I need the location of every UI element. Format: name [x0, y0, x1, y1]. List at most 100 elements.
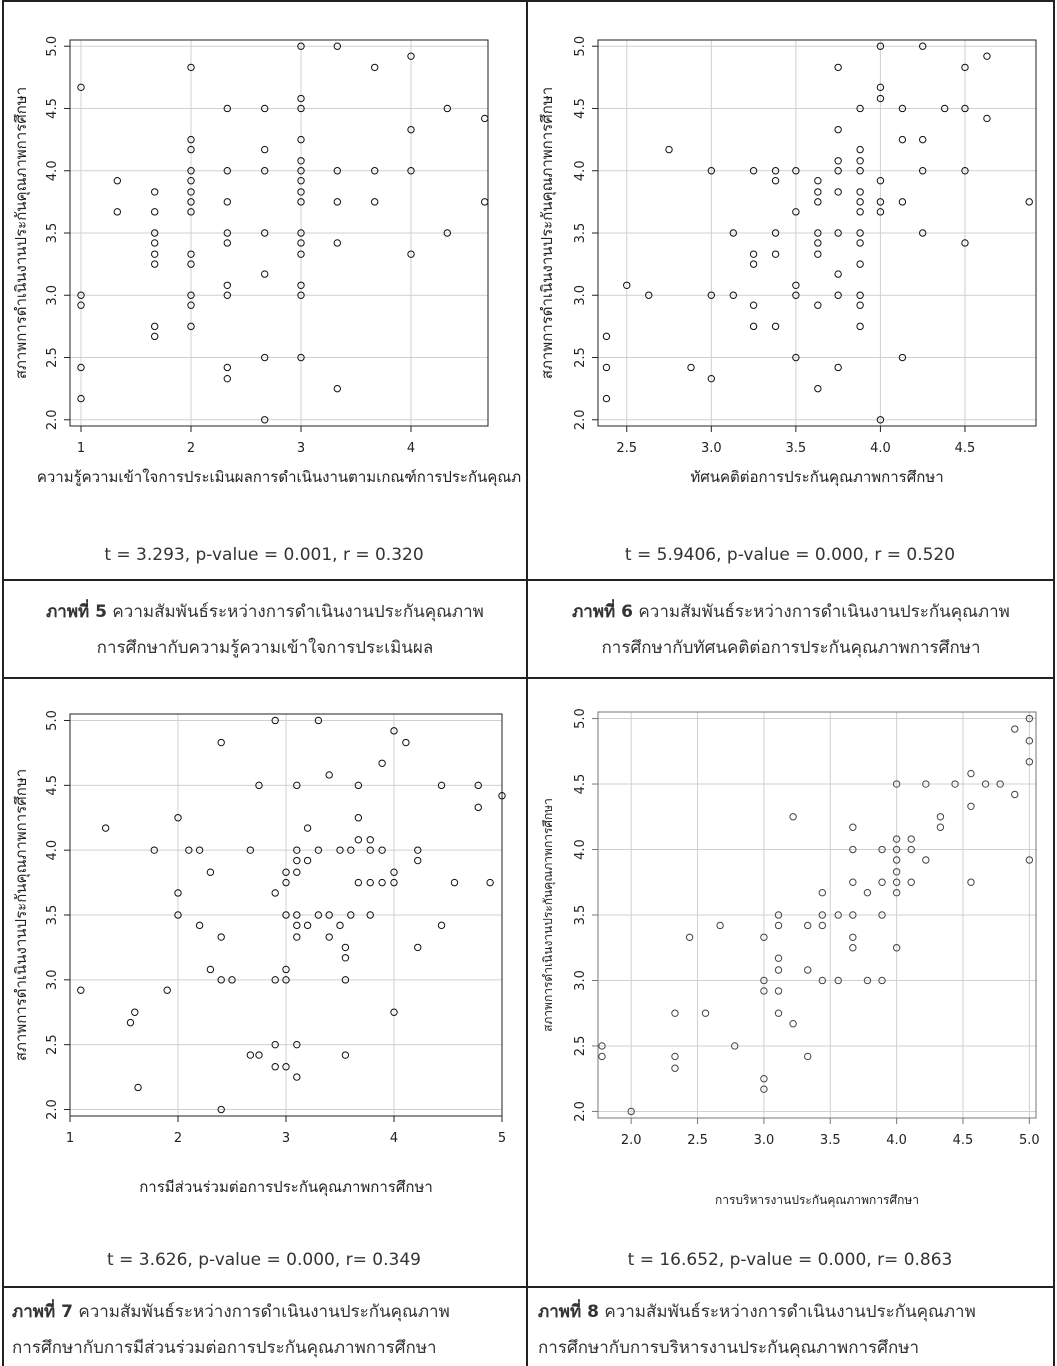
- data-point: [187, 198, 195, 206]
- x-tick-label: 3: [297, 441, 305, 456]
- y-tick-label: 2.0: [45, 409, 60, 430]
- data-point: [223, 104, 232, 113]
- data-point: [336, 846, 344, 854]
- data-point: [246, 1051, 255, 1059]
- caption-7: ภาพที่ 7 ความสัมพันธ์ระหว่างการดำเนินงาน…: [12, 1294, 522, 1366]
- x-tick-label: 2.5: [616, 441, 637, 456]
- data-point: [876, 416, 885, 424]
- data-point: [918, 42, 927, 50]
- data-point: [898, 353, 907, 362]
- data-point: [849, 911, 857, 919]
- data-point: [481, 114, 489, 123]
- data-point: [760, 1075, 768, 1083]
- data-point: [936, 823, 945, 831]
- data-point: [774, 954, 783, 962]
- data-point: [223, 229, 232, 237]
- data-point: [856, 229, 864, 237]
- y-tick-label: 2.0: [573, 1101, 588, 1122]
- data-point: [760, 987, 768, 995]
- data-point: [341, 976, 350, 984]
- y-axis-label: สภาพการดำเนินงานประกันคุณภาพการศึกษา: [12, 87, 31, 379]
- data-point: [804, 966, 812, 974]
- x-tick-label: 1: [66, 1131, 74, 1146]
- data-point: [378, 759, 386, 767]
- data-point: [187, 260, 195, 268]
- data-point: [443, 229, 451, 237]
- data-point: [101, 824, 110, 832]
- data-point: [255, 1051, 263, 1059]
- data-point: [996, 780, 1004, 788]
- x-tick-label: 2.5: [687, 1133, 708, 1148]
- data-point: [151, 322, 159, 331]
- data-point: [378, 878, 386, 887]
- data-point: [792, 167, 800, 175]
- data-point: [804, 1052, 812, 1061]
- data-point: [940, 104, 949, 113]
- x-tick-label: 4.0: [870, 441, 891, 456]
- data-point: [297, 291, 305, 299]
- data-point: [645, 291, 653, 299]
- data-point: [195, 921, 204, 930]
- data-point: [774, 921, 783, 930]
- data-point: [297, 167, 305, 175]
- data-point: [918, 229, 927, 237]
- data-point: [936, 813, 945, 821]
- data-point: [818, 921, 827, 930]
- data-point: [907, 845, 915, 854]
- data-point: [77, 301, 85, 309]
- data-point: [602, 394, 611, 403]
- data-point: [898, 135, 907, 144]
- y-axis-label: สภาพการดำเนินงานประกันคุณภาพการศึกษา: [538, 87, 557, 379]
- y-tick-label: 3.0: [573, 285, 588, 306]
- data-point: [856, 145, 864, 154]
- data-point: [437, 921, 446, 930]
- data-point: [261, 229, 269, 237]
- caption-label: ภาพที่ 6: [572, 602, 634, 622]
- scatter-plot-6: 2.5 3.0 3.5 4.0 4.5 2.0 2.5 3.0 3.5 4.0 4.5 5.0 ทัศน…: [538, 36, 1037, 487]
- y-tick-label: 2.5: [573, 347, 588, 368]
- y-tick-label: 3.5: [573, 905, 588, 926]
- x-tick-label: 2: [187, 441, 195, 456]
- data-point: [1011, 790, 1019, 799]
- data-point: [390, 727, 398, 735]
- data-point: [789, 813, 797, 821]
- data-point: [892, 845, 901, 854]
- data-point: [961, 167, 969, 175]
- y-tick-label: 4.0: [45, 160, 60, 181]
- data-point: [918, 135, 927, 144]
- data-point: [687, 363, 695, 372]
- data-point: [760, 1085, 768, 1093]
- data-point: [371, 167, 379, 175]
- x-tick-label: 1: [77, 441, 85, 456]
- data-point: [849, 933, 857, 941]
- data-point: [707, 374, 716, 383]
- data-point: [474, 781, 482, 790]
- data-point: [325, 771, 333, 779]
- data-point: [918, 167, 927, 175]
- stat-text-8: t = 16.652, p-value = 0.000, r= 0.863: [627, 1250, 953, 1270]
- data-point: [671, 1009, 679, 1017]
- data-point: [261, 416, 269, 424]
- data-point: [878, 976, 886, 985]
- data-point: [834, 125, 842, 134]
- data-point: [223, 239, 232, 247]
- x-tick-label: 2.0: [621, 1133, 642, 1148]
- border-middle: [526, 0, 528, 1366]
- data-point: [206, 965, 215, 974]
- data-point: [333, 198, 341, 206]
- y-tick-label: 2.5: [45, 347, 60, 368]
- data-point: [771, 250, 780, 258]
- data-point: [876, 94, 885, 103]
- data-point: [134, 1083, 142, 1092]
- data-point: [707, 291, 716, 299]
- data-point: [967, 878, 975, 886]
- data-point: [849, 823, 857, 831]
- data-point: [876, 198, 885, 206]
- data-point: [77, 986, 85, 994]
- data-point: [685, 933, 694, 941]
- data-point: [407, 52, 415, 60]
- data-point: [856, 291, 864, 299]
- y-tick-label: 3.5: [45, 223, 60, 244]
- caption-line1: ความสัมพันธ์ระหว่างการดำเนินงานประกันคุณ…: [604, 1302, 976, 1322]
- data-point: [907, 835, 915, 843]
